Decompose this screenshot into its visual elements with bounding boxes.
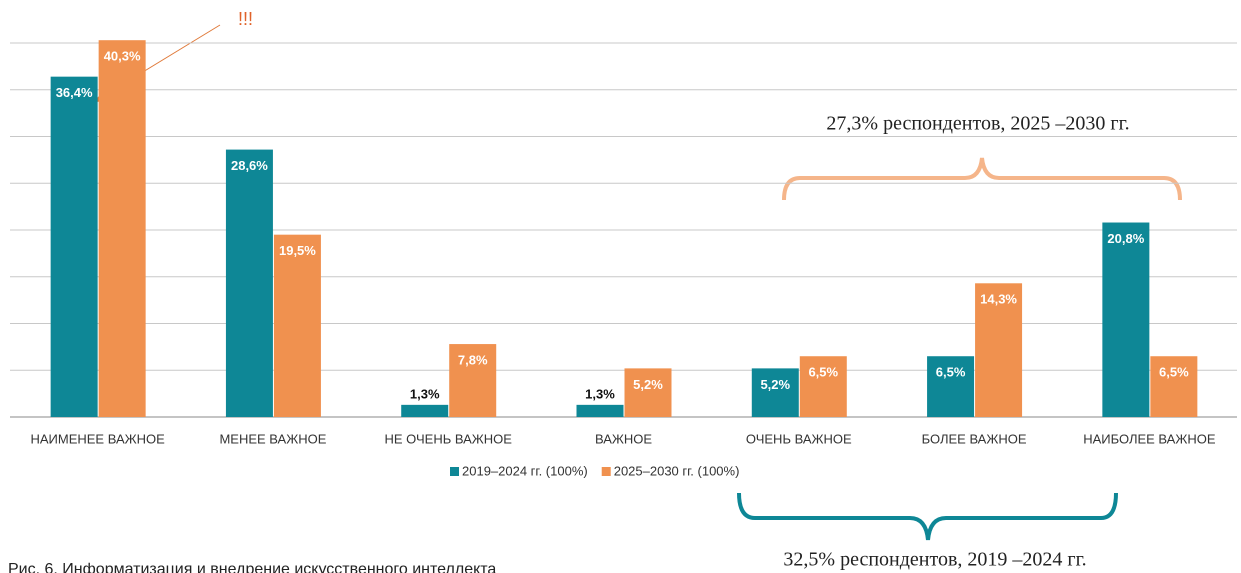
data-label: 5,2%: [760, 377, 790, 392]
legend-label: 2025–2030 гг. (100%): [614, 463, 740, 478]
data-label: 20,8%: [1107, 231, 1144, 246]
bar: [98, 40, 146, 417]
data-label: 6,5%: [936, 365, 966, 380]
bar: [624, 368, 672, 417]
legend-swatch: [450, 467, 459, 476]
annotation: !!!: [238, 9, 253, 29]
data-label: 28,6%: [231, 158, 268, 173]
data-label: 19,5%: [279, 243, 316, 258]
caption: Рис. 6. Информатизация и внедрение искус…: [8, 561, 496, 573]
x-tick-label: НАИМЕНЕЕ ВАЖНОЕ: [30, 431, 165, 446]
bar: [273, 234, 321, 417]
data-label: 7,8%: [458, 353, 488, 368]
bar: [799, 356, 847, 417]
data-label: 6,5%: [808, 365, 838, 380]
x-tick-label: БОЛЕЕ ВАЖНОЕ: [922, 431, 1027, 446]
data-label: 1,3%: [410, 386, 440, 401]
annotation: 27,3% респондентов, 2025 –2030 гг.: [826, 113, 1129, 135]
data-label: 6,5%: [1159, 365, 1189, 380]
bar: [927, 356, 975, 417]
x-tick-label: НЕ ОЧЕНЬ ВАЖНОЕ: [384, 431, 512, 446]
bar: [1102, 222, 1150, 417]
x-tick-label: ВАЖНОЕ: [595, 431, 652, 446]
annotation: 32,5% респондентов, 2019 –2024 гг.: [783, 549, 1086, 571]
data-label: 36,4%: [56, 85, 93, 100]
data-label: 14,3%: [980, 292, 1017, 307]
legend-label: 2019–2024 гг. (100%): [462, 463, 588, 478]
legend-swatch: [601, 467, 611, 476]
x-tick-label: МЕНЕЕ ВАЖНОЕ: [219, 431, 326, 446]
bar: [576, 404, 624, 417]
brace: [782, 157, 1182, 201]
brace: [737, 492, 1118, 541]
bar: [975, 283, 1023, 417]
bar: [1150, 356, 1198, 417]
bar: [50, 76, 98, 417]
x-tick-label: НАИБОЛЕЕ ВАЖНОЕ: [1083, 431, 1216, 446]
data-label: 5,2%: [633, 377, 663, 392]
data-label: 40,3%: [104, 49, 141, 64]
bar: [449, 344, 497, 417]
bar: [401, 404, 449, 417]
x-tick-label: ОЧЕНЬ ВАЖНОЕ: [746, 431, 852, 446]
bar: [751, 368, 799, 417]
data-label: 1,3%: [585, 386, 615, 401]
bar: [225, 149, 273, 417]
